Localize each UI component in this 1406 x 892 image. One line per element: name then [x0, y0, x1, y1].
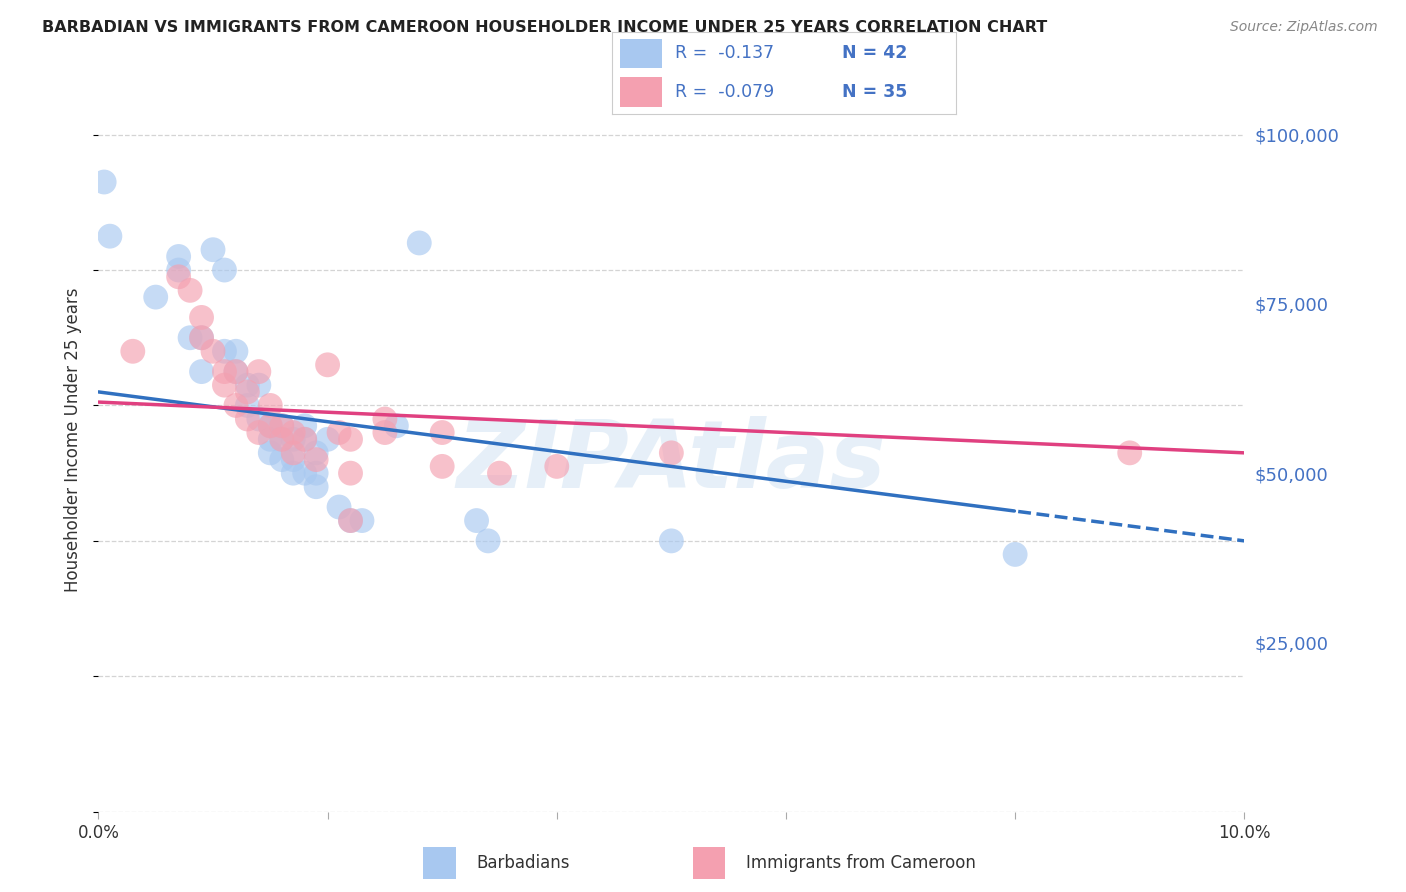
- FancyBboxPatch shape: [693, 847, 725, 879]
- Point: [214, 365, 236, 379]
- Point: [98, 229, 121, 244]
- Point: [328, 500, 350, 514]
- Text: Barbadians: Barbadians: [477, 854, 569, 872]
- Point: [339, 514, 361, 528]
- Point: [259, 418, 281, 433]
- Point: [167, 263, 190, 277]
- Point: [225, 344, 247, 359]
- Point: [145, 290, 167, 304]
- FancyBboxPatch shape: [620, 38, 662, 68]
- Point: [316, 358, 339, 372]
- Point: [236, 384, 259, 399]
- Point: [214, 263, 236, 277]
- Point: [202, 344, 225, 359]
- Point: [374, 425, 396, 440]
- Point: [225, 365, 247, 379]
- Point: [167, 250, 190, 264]
- Point: [1118, 446, 1140, 460]
- Point: [294, 466, 316, 480]
- Text: BARBADIAN VS IMMIGRANTS FROM CAMEROON HOUSEHOLDER INCOME UNDER 25 YEARS CORRELAT: BARBADIAN VS IMMIGRANTS FROM CAMEROON HO…: [42, 20, 1047, 35]
- Point: [247, 412, 270, 426]
- Point: [339, 466, 361, 480]
- Point: [270, 433, 292, 447]
- Point: [214, 344, 236, 359]
- Point: [259, 433, 281, 447]
- Y-axis label: Householder Income Under 25 years: Householder Income Under 25 years: [65, 287, 83, 591]
- Point: [385, 418, 408, 433]
- FancyBboxPatch shape: [423, 847, 456, 879]
- Point: [190, 331, 212, 345]
- Text: N = 35: N = 35: [842, 83, 908, 101]
- Point: [259, 446, 281, 460]
- Point: [294, 433, 316, 447]
- Point: [283, 425, 305, 440]
- Point: [328, 425, 350, 440]
- Point: [270, 452, 292, 467]
- Point: [430, 459, 453, 474]
- Point: [465, 514, 488, 528]
- Point: [236, 412, 259, 426]
- Point: [190, 365, 212, 379]
- Point: [546, 459, 568, 474]
- Point: [190, 331, 212, 345]
- Text: R =  -0.079: R = -0.079: [675, 83, 775, 101]
- Text: Source: ZipAtlas.com: Source: ZipAtlas.com: [1230, 20, 1378, 34]
- Point: [247, 365, 270, 379]
- Point: [225, 365, 247, 379]
- Point: [408, 235, 430, 250]
- Point: [305, 452, 328, 467]
- Text: R =  -0.137: R = -0.137: [675, 44, 775, 62]
- Point: [236, 378, 259, 392]
- Point: [350, 514, 373, 528]
- Point: [190, 310, 212, 325]
- Point: [179, 284, 201, 298]
- Point: [661, 446, 683, 460]
- Point: [93, 175, 115, 189]
- Point: [374, 412, 396, 426]
- Point: [270, 433, 292, 447]
- Point: [225, 399, 247, 413]
- Point: [270, 418, 292, 433]
- Point: [283, 452, 305, 467]
- Point: [259, 399, 281, 413]
- Point: [305, 446, 328, 460]
- Point: [202, 243, 225, 257]
- Text: N = 42: N = 42: [842, 44, 908, 62]
- Point: [214, 378, 236, 392]
- Point: [259, 418, 281, 433]
- Point: [179, 331, 201, 345]
- Point: [283, 466, 305, 480]
- Point: [247, 378, 270, 392]
- Text: ZIPAtlas: ZIPAtlas: [457, 416, 886, 508]
- Text: Immigrants from Cameroon: Immigrants from Cameroon: [745, 854, 976, 872]
- Point: [294, 433, 316, 447]
- Point: [305, 466, 328, 480]
- Point: [477, 533, 499, 548]
- Point: [488, 466, 510, 480]
- Point: [339, 433, 361, 447]
- Point: [305, 480, 328, 494]
- Point: [283, 433, 305, 447]
- Point: [316, 433, 339, 447]
- Point: [236, 399, 259, 413]
- Point: [270, 418, 292, 433]
- Point: [121, 344, 143, 359]
- Point: [339, 514, 361, 528]
- FancyBboxPatch shape: [620, 78, 662, 107]
- Point: [1004, 548, 1026, 562]
- Point: [430, 425, 453, 440]
- Point: [247, 425, 270, 440]
- Point: [167, 269, 190, 284]
- Point: [283, 446, 305, 460]
- Point: [294, 418, 316, 433]
- Point: [661, 533, 683, 548]
